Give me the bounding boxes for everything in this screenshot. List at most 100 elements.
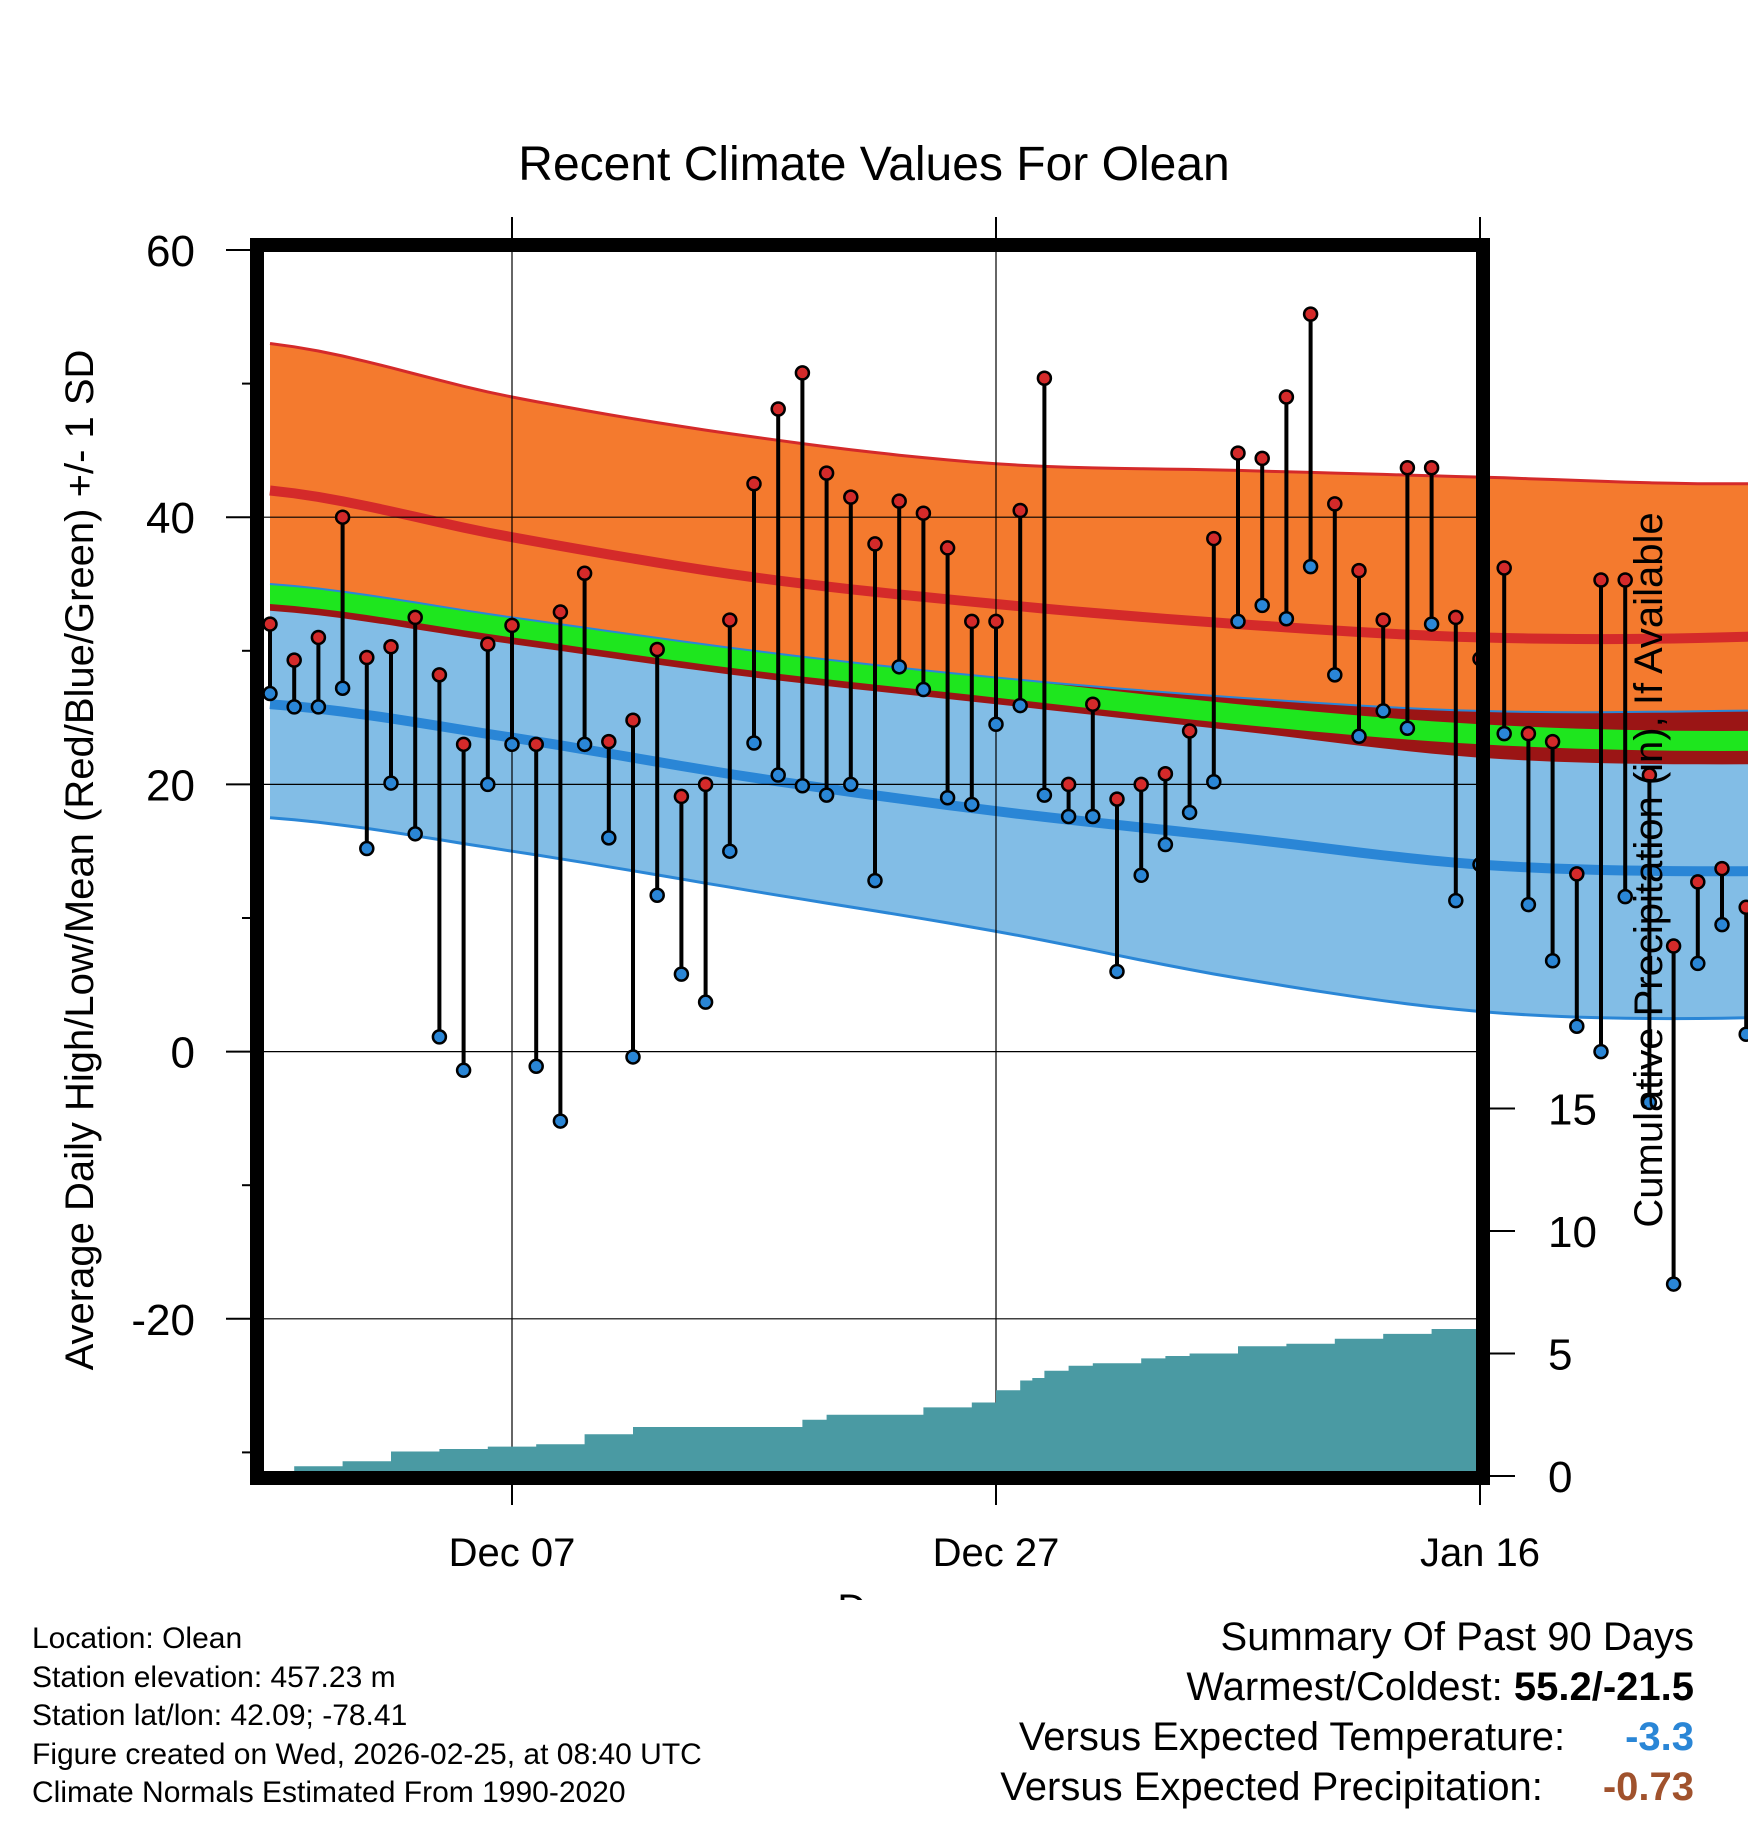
daily-high-point	[1569, 866, 1585, 882]
daily-high-point	[697, 776, 714, 793]
y-tick-label: -20	[131, 1296, 195, 1345]
daily-high-point	[1351, 562, 1367, 579]
daily-low-point	[1520, 896, 1537, 913]
daily-low-point	[964, 796, 980, 813]
y2-axis-label: Cumulative Precipitation (in), If Availa…	[1627, 512, 1671, 1227]
x-tick-label: Jan 16	[1420, 1531, 1540, 1575]
normals-line: Climate Normals Estimated From 1990-2020	[32, 1776, 626, 1809]
precip-value: -0.73	[1602, 1765, 1694, 1809]
daily-low-point	[697, 994, 714, 1010]
daily-high-point	[1690, 874, 1706, 890]
daily-high-point	[1206, 530, 1222, 547]
elevation-line: Station elevation: 457.23 m	[32, 1660, 396, 1694]
daily-high-point	[1399, 460, 1416, 476]
precip-row: Versus Expected Precipitation: -0.73	[1000, 1762, 1694, 1812]
daily-high-point	[576, 565, 593, 582]
daily-low-point	[407, 826, 423, 842]
x-axis-label: Day	[837, 1587, 908, 1600]
daily-low-point	[1060, 808, 1077, 825]
daily-low-point	[286, 699, 302, 715]
daily-high-point	[891, 493, 907, 509]
daily-low-point	[552, 1113, 569, 1129]
daily-low-point	[915, 681, 932, 698]
daily-high-point	[407, 609, 423, 626]
daily-low-point	[1181, 804, 1198, 821]
daily-low-point	[794, 777, 811, 794]
daily-high-point	[1641, 767, 1658, 783]
station-info: Location: Olean Station elevation: 457.2…	[32, 1620, 702, 1813]
daily-high-point	[601, 733, 617, 750]
x-tick-label: Dec 07	[449, 1531, 576, 1575]
y-tick-label: 40	[146, 494, 195, 543]
daily-high-point	[310, 629, 327, 646]
created-line: Figure created on Wed, 2026-02-25, at 08…	[32, 1737, 702, 1771]
daily-low-point	[625, 1049, 641, 1065]
daily-low-point	[1569, 1018, 1585, 1034]
daily-low-point	[334, 680, 351, 696]
daily-high-point	[964, 613, 980, 630]
daily-low-point	[1641, 1094, 1658, 1111]
daily-high-point	[528, 736, 544, 753]
warm-cold-label: Warmest/Coldest:	[1186, 1665, 1514, 1709]
daily-high-point	[1157, 765, 1174, 782]
daily-low-point	[1085, 808, 1101, 825]
temp-label: Versus Expected Temperature:	[1018, 1715, 1566, 1759]
daily-low-point	[1327, 667, 1343, 683]
low-sd-band	[270, 584, 1748, 1019]
precip-label: Versus Expected Precipitation:	[1000, 1765, 1543, 1809]
daily-high-point	[1133, 776, 1149, 793]
daily-low-point	[746, 735, 762, 751]
summary-title: Summary Of Past 90 Days	[1220, 1615, 1694, 1659]
daily-high-point	[1448, 609, 1464, 626]
daily-low-point	[1036, 787, 1053, 803]
daily-high-point	[1327, 496, 1343, 512]
location-line: Location: Olean	[32, 1622, 243, 1655]
daily-high-point	[794, 365, 811, 381]
daily-high-point	[286, 652, 302, 668]
daily-high-point	[1496, 560, 1512, 576]
daily-low-point	[1544, 953, 1561, 969]
warm-cold-value: 55.2/-21.5	[1513, 1665, 1694, 1709]
daily-high-point	[722, 612, 738, 628]
daily-low-point	[1375, 703, 1391, 719]
daily-low-point	[310, 699, 327, 715]
daily-low-point	[891, 659, 907, 675]
x-tick-label: Dec 27	[933, 1531, 1060, 1575]
daily-high-point	[431, 667, 448, 683]
daily-low-point	[1690, 955, 1706, 972]
daily-low-point	[988, 716, 1004, 733]
daily-high-point	[504, 617, 520, 634]
daily-low-point	[1157, 836, 1174, 853]
daily-low-point	[1593, 1043, 1609, 1060]
daily-high-point	[1278, 389, 1295, 405]
daily-low-point	[262, 685, 278, 702]
daily-high-point	[1544, 733, 1561, 750]
daily-low-point	[431, 1029, 448, 1045]
daily-high-point	[673, 788, 690, 805]
daily-low-point	[1351, 728, 1367, 745]
daily-high-point	[1714, 860, 1730, 877]
y-tick-label: 0	[171, 1029, 195, 1078]
daily-high-point	[649, 641, 665, 658]
daily-high-point	[1060, 776, 1077, 793]
daily-low-point	[939, 790, 956, 806]
y2-tick-label: 5	[1548, 1331, 1572, 1380]
daily-low-point	[576, 736, 593, 753]
plot-frame	[250, 238, 1490, 1485]
daily-low-point	[649, 887, 665, 904]
daily-high-point	[480, 636, 496, 652]
daily-low-point	[455, 1062, 472, 1079]
daily-low-point	[1714, 916, 1730, 933]
daily-low-point	[1230, 613, 1246, 630]
daily-low-point	[867, 872, 883, 889]
daily-low-point	[480, 776, 496, 793]
warm-cold-row: Warmest/Coldest: 55.2/-21.5	[1000, 1662, 1694, 1712]
daily-high-point	[1181, 723, 1198, 739]
daily-high-point	[843, 489, 859, 505]
daily-high-point	[625, 712, 641, 729]
daily-low-point	[1448, 892, 1464, 909]
daily-high-point	[746, 476, 762, 492]
daily-high-point	[262, 616, 278, 632]
daily-high-point	[1302, 306, 1319, 322]
daily-high-point	[1012, 502, 1028, 519]
